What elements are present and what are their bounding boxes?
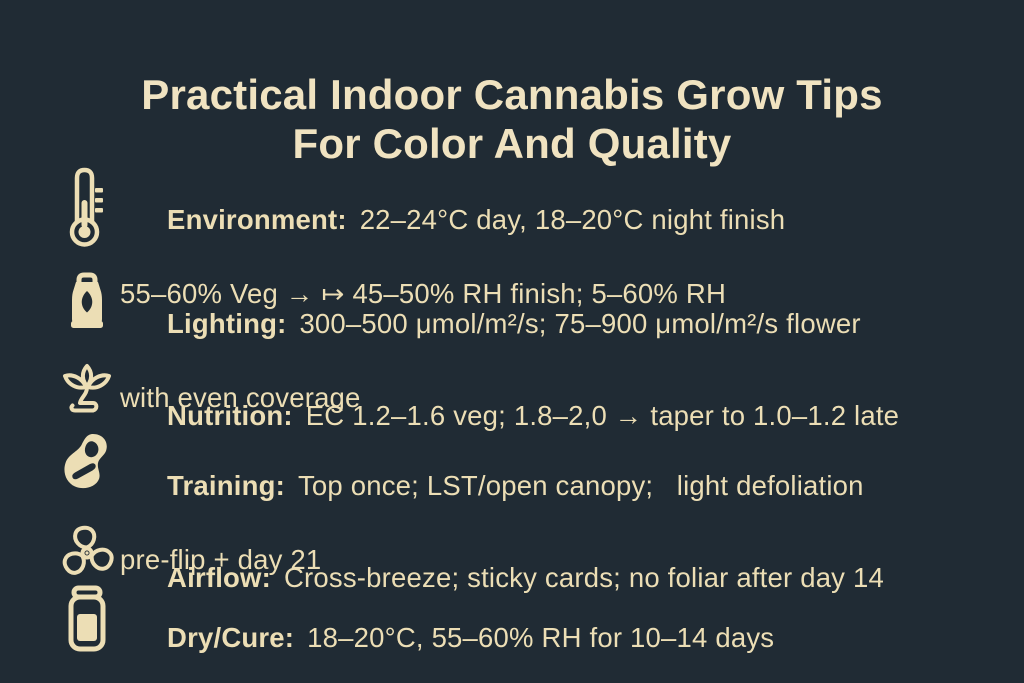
tip-label: Training:	[167, 470, 285, 501]
page-title: Practical Indoor Cannabis Grow Tips For …	[0, 70, 1024, 168]
tip-text: Nutrition: EC 1.2–1.6 veg; 1.8–2,0 → tape…	[120, 360, 899, 508]
tip-label: Dry/Cure:	[167, 622, 295, 653]
tip-text: Environment: 22–24°C day, 18–20°C night f…	[120, 164, 785, 386]
tip-text: Training: Top once; LST/open canopy; ligh…	[120, 430, 864, 652]
lantern-icon	[54, 270, 120, 332]
tip-row-airflow: Airflow: Cross-breeze; sticky cards; no f…	[54, 522, 994, 670]
tip-line1: EC 1.2–1.6 veg; 1.8–2,0 → taper to 1.0–1…	[305, 400, 900, 431]
tip-label: Lighting:	[167, 308, 287, 339]
tip-line1: 18–20°C, 55–60% RH for 10–14 days	[307, 622, 775, 653]
tip-label: Airflow:	[167, 562, 271, 593]
tip-row-environment: Environment: 22–24°C day, 18–20°C night f…	[54, 164, 994, 386]
tip-label: Environment:	[167, 204, 347, 235]
page-title-line1: Practical Indoor Cannabis Grow Tips	[141, 71, 883, 119]
tip-line1: 22–24°C day, 18–20°C night finish	[359, 204, 786, 235]
tip-text: Lighting: 300–500 μmol/m²/s; 75–900 μmol/…	[120, 268, 861, 490]
seed-icon	[54, 432, 120, 490]
tip-row-lighting: Lighting: 300–500 μmol/m²/s; 75–900 μmol/…	[54, 268, 994, 490]
tip-line2: with even coverage	[120, 382, 361, 413]
tip-line1: 300–500 μmol/m²/s; 75–900 μmol/m²/s flow…	[299, 308, 861, 339]
tip-label: Nutrition:	[167, 400, 293, 431]
sprout-icon	[54, 362, 120, 420]
tip-line1: Cross-breeze; sticky cards; no foliar af…	[284, 562, 884, 593]
tip-line2: 55–60% Veg → ↦ 45–50% RH finish; 5–60% R…	[120, 278, 727, 309]
thermometer-icon	[54, 166, 120, 250]
tip-text: Airflow: Cross-breeze; sticky cards; no f…	[120, 522, 884, 670]
fan-icon	[54, 524, 120, 578]
tip-line1: Top once; LST/open canopy; light defolia…	[297, 470, 864, 501]
tip-text: Dry/Cure: 18–20°C, 55–60% RH for 10–14 da…	[120, 582, 774, 683]
tip-row-training: Training: Top once; LST/open canopy; ligh…	[54, 430, 994, 652]
tip-row-nutrition: Nutrition: EC 1.2–1.6 veg; 1.8–2,0 → tape…	[54, 360, 994, 508]
tip-line2: pre-flip + day 21	[120, 544, 322, 575]
jar-icon	[54, 584, 120, 654]
tip-row-dry-cure: Dry/Cure: 18–20°C, 55–60% RH for 10–14 da…	[54, 582, 994, 683]
page-title-line2: For Color And Quality	[292, 120, 732, 168]
